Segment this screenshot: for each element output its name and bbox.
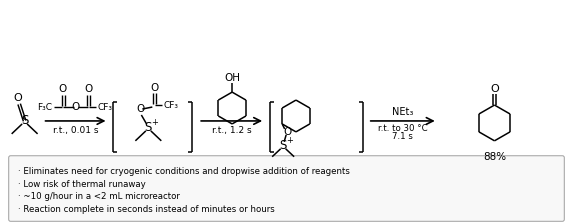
Text: CF₃: CF₃ bbox=[163, 101, 178, 110]
Text: NEt₃: NEt₃ bbox=[392, 107, 413, 117]
Text: O: O bbox=[490, 84, 499, 94]
Text: +: + bbox=[286, 136, 293, 145]
Text: · Reaction complete in seconds instead of minutes or hours: · Reaction complete in seconds instead o… bbox=[18, 205, 274, 214]
Text: O: O bbox=[58, 84, 66, 94]
Text: S: S bbox=[280, 139, 287, 152]
Text: r.t. to 30 °C: r.t. to 30 °C bbox=[378, 124, 427, 134]
Text: 7.1 s: 7.1 s bbox=[393, 132, 413, 141]
Text: OH: OH bbox=[224, 73, 240, 83]
Text: S: S bbox=[144, 121, 152, 134]
Text: O: O bbox=[72, 102, 80, 112]
Text: CF₃: CF₃ bbox=[97, 103, 112, 112]
Text: O: O bbox=[283, 127, 291, 137]
Text: O: O bbox=[13, 93, 22, 103]
Text: O: O bbox=[84, 84, 93, 94]
Text: r.t., 1.2 s: r.t., 1.2 s bbox=[212, 126, 252, 135]
Text: S: S bbox=[21, 114, 28, 127]
Text: +: + bbox=[151, 118, 158, 127]
Text: O: O bbox=[136, 104, 144, 114]
Text: r.t., 0.01 s: r.t., 0.01 s bbox=[53, 126, 98, 135]
Text: 88%: 88% bbox=[483, 152, 506, 162]
Text: · Eliminates need for cryogenic conditions and dropwise addition of reagents: · Eliminates need for cryogenic conditio… bbox=[18, 167, 350, 176]
Text: · Low risk of thermal runaway: · Low risk of thermal runaway bbox=[18, 180, 146, 189]
Text: F₃C: F₃C bbox=[38, 103, 53, 112]
FancyBboxPatch shape bbox=[9, 156, 564, 221]
Text: · ~10 g/hour in a <2 mL microreactor: · ~10 g/hour in a <2 mL microreactor bbox=[18, 192, 179, 202]
Text: O: O bbox=[150, 83, 159, 93]
